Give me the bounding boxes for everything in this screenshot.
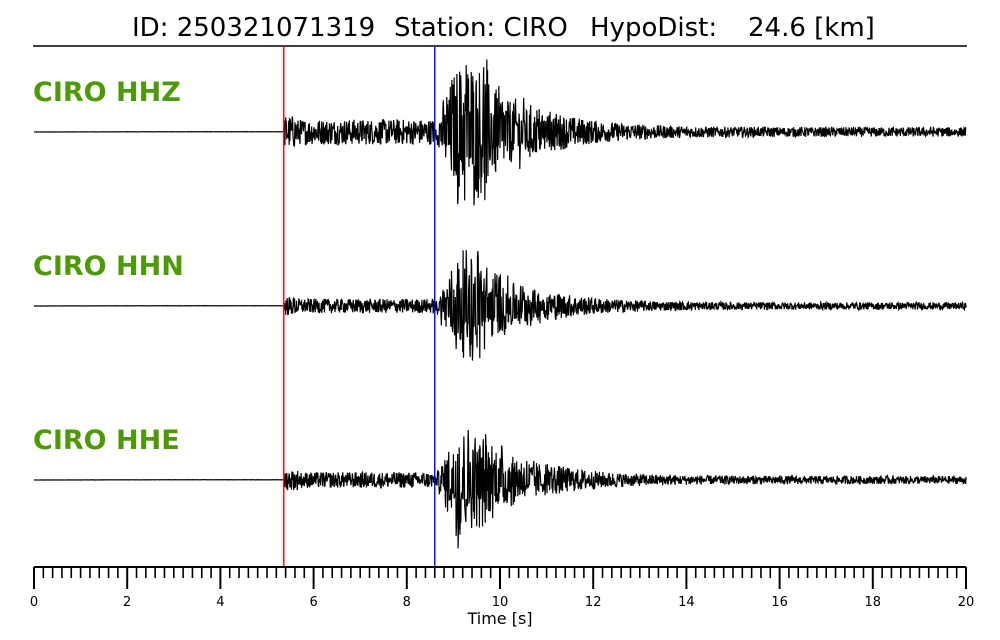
tick-label: 4	[216, 595, 224, 610]
tick-label: 16	[771, 595, 788, 610]
channel-label: CIRO HHN	[33, 251, 184, 282]
picks-group	[283, 47, 436, 567]
tick-label: 20	[958, 595, 975, 610]
tick-label: 10	[492, 595, 509, 610]
traces-group	[33, 59, 967, 549]
waveform-trace	[33, 59, 967, 206]
channel-labels: CIRO HHZ CIRO HHN CIRO HHE	[33, 77, 184, 456]
title-id: ID: 250321071319	[132, 13, 375, 43]
chart-title: ID: 250321071319 Station: CIRO HypoDist:…	[132, 13, 875, 43]
waveform-trace	[33, 429, 967, 549]
tick-label: 6	[309, 595, 317, 610]
tick-label: 18	[865, 595, 882, 610]
channel-label: CIRO HHE	[33, 425, 180, 456]
tick-label: 0	[30, 595, 38, 610]
tick-label: 12	[585, 595, 602, 610]
tick-label: 8	[403, 595, 411, 610]
title-station: Station: CIRO	[394, 13, 568, 43]
x-axis-label: Time [s]	[466, 609, 532, 628]
tick-label: 2	[123, 595, 131, 610]
title-hypodist-label: HypoDist:	[590, 13, 717, 43]
title-hypodist-value: 24.6 [km]	[748, 13, 875, 43]
tick-label: 14	[678, 595, 695, 610]
channel-label: CIRO HHZ	[33, 77, 181, 108]
waveform-trace	[33, 250, 967, 361]
time-axis: 0 2 4 6 8 10 12 14 16 18 20	[30, 566, 975, 610]
